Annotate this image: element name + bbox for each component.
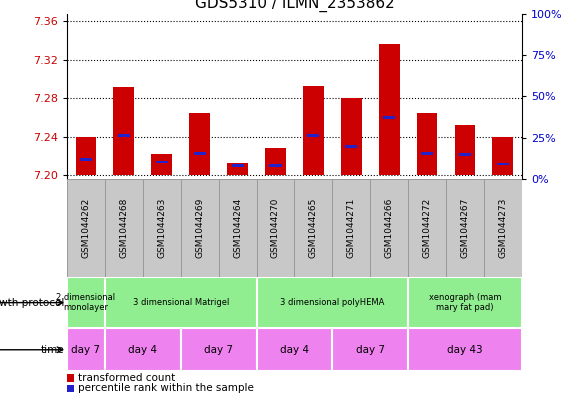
Text: transformed count: transformed count	[78, 373, 175, 383]
Text: GSM1044262: GSM1044262	[82, 198, 90, 258]
Text: day 7: day 7	[72, 345, 100, 355]
Text: GSM1044271: GSM1044271	[347, 198, 356, 258]
Text: 3 dimensional Matrigel: 3 dimensional Matrigel	[132, 298, 229, 307]
Bar	[421, 152, 433, 155]
Bar	[114, 87, 134, 175]
Bar	[345, 145, 357, 148]
Bar	[269, 164, 282, 167]
Bar	[332, 179, 370, 277]
Text: GSM1044273: GSM1044273	[498, 198, 507, 258]
Bar	[67, 179, 105, 277]
Bar	[181, 179, 219, 277]
Bar	[303, 86, 324, 175]
Bar	[156, 161, 168, 163]
Bar	[143, 179, 181, 277]
Bar	[497, 162, 509, 165]
Text: day 43: day 43	[447, 345, 483, 355]
Bar	[341, 98, 361, 175]
Bar	[417, 113, 437, 175]
Bar	[307, 134, 319, 137]
Bar	[231, 164, 244, 167]
Text: GSM1044265: GSM1044265	[309, 198, 318, 258]
Bar	[383, 116, 395, 119]
Text: GSM1044269: GSM1044269	[195, 198, 204, 258]
Text: 2 dimensional
monolayer: 2 dimensional monolayer	[57, 293, 115, 312]
Bar	[446, 179, 484, 277]
Text: 3 dimensional polyHEMA: 3 dimensional polyHEMA	[280, 298, 385, 307]
Bar	[80, 158, 92, 161]
Text: GSM1044266: GSM1044266	[385, 198, 394, 258]
Text: day 4: day 4	[128, 345, 157, 355]
Title: GDS5310 / ILMN_2353862: GDS5310 / ILMN_2353862	[195, 0, 394, 13]
Bar	[194, 152, 206, 155]
Bar	[118, 134, 130, 137]
Bar	[257, 328, 332, 371]
Bar	[219, 179, 257, 277]
Bar	[408, 179, 446, 277]
Text: xenograph (mam
mary fat pad): xenograph (mam mary fat pad)	[429, 293, 501, 312]
Bar	[265, 148, 286, 175]
Bar	[294, 179, 332, 277]
Bar	[332, 328, 408, 371]
Bar	[67, 277, 105, 328]
Text: GSM1044270: GSM1044270	[271, 198, 280, 258]
Bar	[105, 277, 257, 328]
Bar	[484, 179, 522, 277]
Bar	[408, 328, 522, 371]
Text: day 4: day 4	[280, 345, 309, 355]
Bar	[493, 137, 513, 175]
Bar	[67, 328, 105, 371]
Text: GSM1044263: GSM1044263	[157, 198, 166, 258]
Bar	[257, 277, 408, 328]
Text: GSM1044268: GSM1044268	[120, 198, 128, 258]
Text: time: time	[40, 345, 64, 355]
Text: GSM1044267: GSM1044267	[461, 198, 469, 258]
Text: GSM1044272: GSM1044272	[423, 198, 431, 258]
Bar	[455, 125, 475, 175]
Bar	[76, 137, 96, 175]
Text: day 7: day 7	[204, 345, 233, 355]
Text: GSM1044264: GSM1044264	[233, 198, 242, 258]
Bar	[181, 328, 257, 371]
Bar	[379, 44, 399, 175]
Text: growth protocol: growth protocol	[0, 298, 64, 308]
Text: percentile rank within the sample: percentile rank within the sample	[78, 383, 254, 393]
Bar	[189, 113, 210, 175]
Text: day 7: day 7	[356, 345, 385, 355]
Bar	[257, 179, 294, 277]
Bar	[408, 277, 522, 328]
Bar	[105, 328, 181, 371]
Bar	[370, 179, 408, 277]
Bar	[152, 154, 172, 175]
Bar	[105, 179, 143, 277]
Bar	[459, 153, 471, 156]
Bar	[227, 162, 248, 175]
